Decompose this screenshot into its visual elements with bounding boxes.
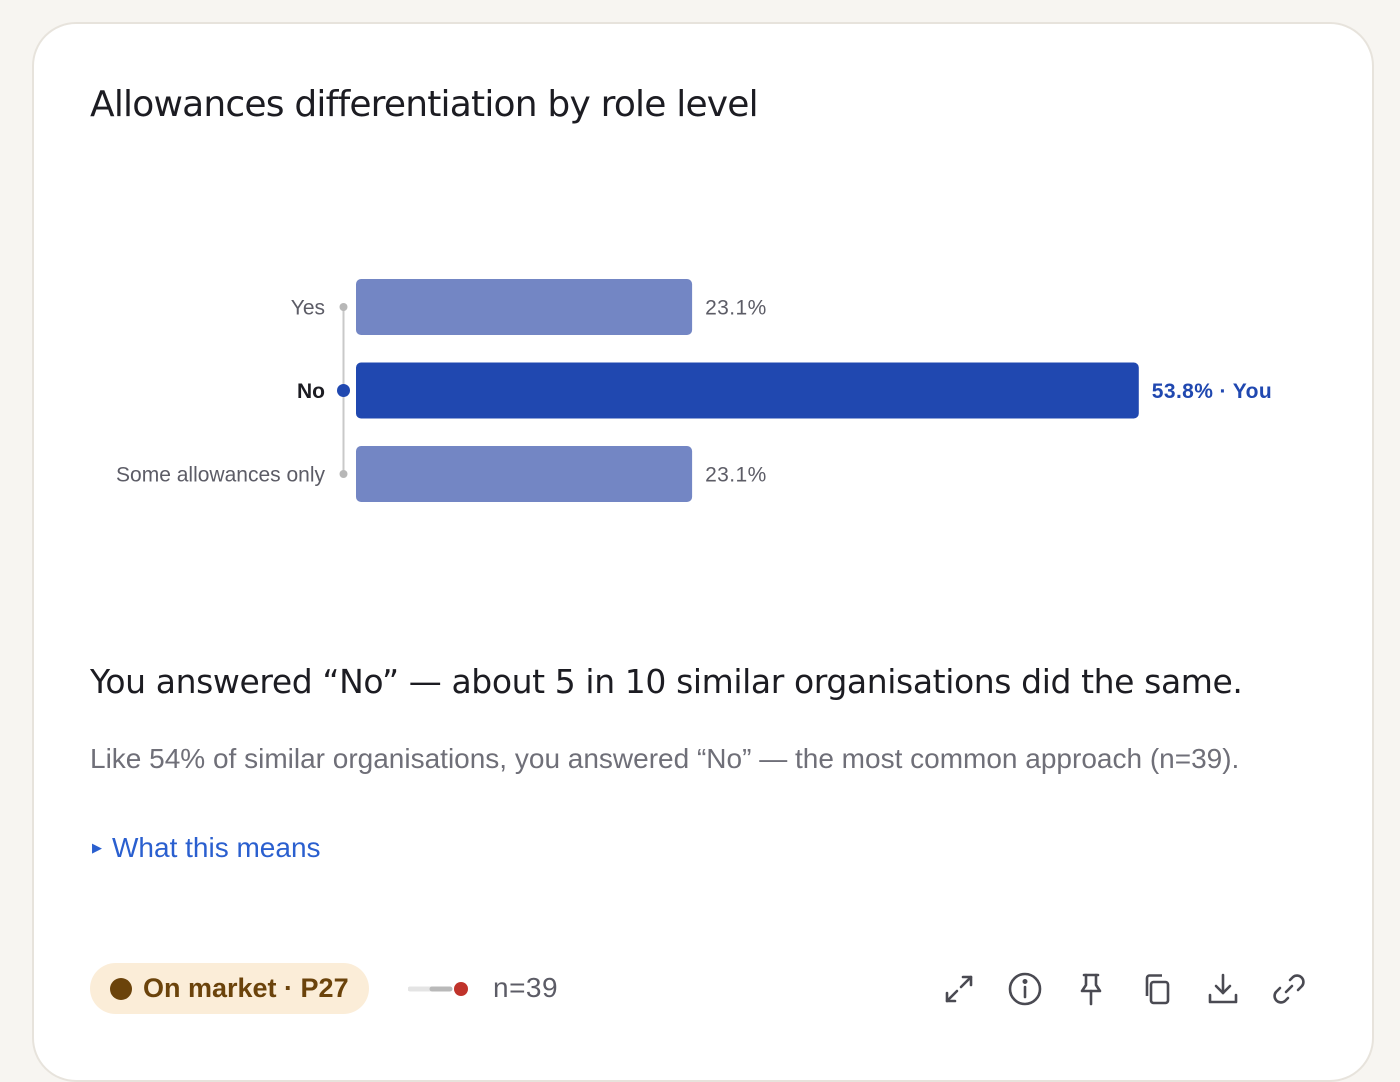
category-label: No <box>297 380 325 403</box>
bar-no-selected <box>356 362 1139 419</box>
bar-value-label: 23.1% <box>705 297 767 320</box>
chart-title: Allowances differentiation by role level <box>90 84 759 125</box>
bar-chart: Yes 23.1% No 53.8% · You Some allowances onl… <box>116 279 1272 502</box>
disclosure-triangle-icon: ▶ <box>92 840 102 855</box>
download-button[interactable] <box>1200 966 1246 1012</box>
result-headline: You answered “No” — about 5 in 10 simila… <box>90 662 1243 701</box>
sample-size-indicator-icon <box>408 982 468 996</box>
category-label: Yes <box>291 297 325 320</box>
link-button[interactable] <box>1266 966 1312 1012</box>
info-icon <box>1008 972 1042 1006</box>
badge-label: On market · P27 <box>143 973 349 1003</box>
category-tick <box>339 470 348 478</box>
bar <box>356 446 693 502</box>
chart-card <box>32 22 1374 1082</box>
link-icon <box>1273 974 1305 1004</box>
download-icon <box>1208 973 1238 1004</box>
pin-icon <box>1080 973 1102 1006</box>
what-this-means-label: What this means <box>112 832 321 863</box>
copy-icon <box>1145 974 1170 1005</box>
card-actions <box>936 966 1312 1012</box>
expand-icon <box>945 975 973 1003</box>
bar-value-label: 53.8% · You <box>1152 380 1272 403</box>
pin-button[interactable] <box>1068 966 1114 1012</box>
category-label: Some allowances only <box>116 464 325 487</box>
expand-button[interactable] <box>936 966 982 1012</box>
market-position-badge: On market · P27 <box>90 963 369 1014</box>
copy-button[interactable] <box>1134 966 1180 1012</box>
bar <box>356 279 693 335</box>
result-description: Like 54% of similar organisations, you a… <box>90 743 1240 774</box>
sample-size: n=39 <box>493 972 559 1003</box>
info-button[interactable] <box>1002 966 1048 1012</box>
badge-dot-icon <box>110 977 132 1000</box>
bar-value-label: 23.1% <box>705 464 767 487</box>
what-this-means-toggle[interactable]: ▶ What this means <box>92 832 321 864</box>
category-tick <box>339 303 348 311</box>
selected-answer-dot <box>337 384 350 397</box>
